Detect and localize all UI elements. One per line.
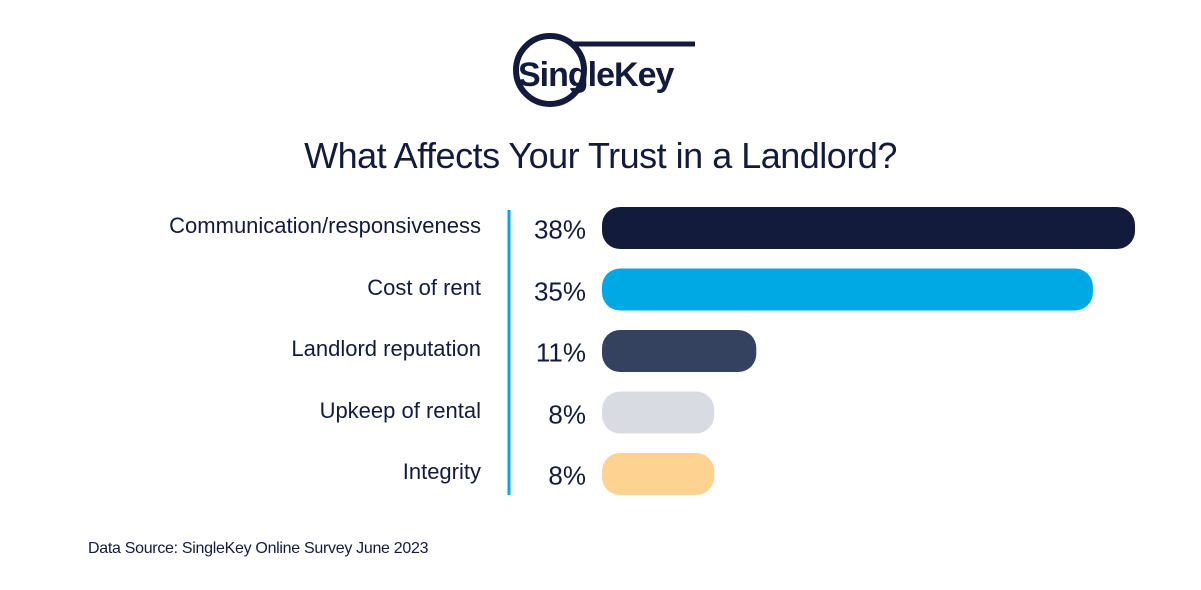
bar xyxy=(602,330,757,372)
chart-title: What Affects Your Trust in a Landlord? xyxy=(304,135,897,176)
value-label: 11% xyxy=(535,337,586,368)
singlekey-logo: SingleKey xyxy=(513,33,695,107)
category-label: Landlord reputation xyxy=(291,336,481,361)
bar xyxy=(602,207,1135,249)
bar xyxy=(602,268,1093,311)
value-label: 35% xyxy=(533,276,586,306)
data-source: Data Source: SingleKey Online Survey Jun… xyxy=(88,540,429,557)
category-label: Communication/responsiveness xyxy=(169,213,481,238)
bar xyxy=(602,391,715,434)
bar xyxy=(602,453,715,495)
category-label: Integrity xyxy=(402,459,481,484)
value-label: 38% xyxy=(533,214,586,245)
category-label: Upkeep of rental xyxy=(319,397,481,423)
svg-text:SingleKey: SingleKey xyxy=(518,56,674,94)
value-label: 8% xyxy=(548,399,586,429)
value-label: 8% xyxy=(548,460,586,491)
category-label: Cost of rent xyxy=(367,274,481,300)
